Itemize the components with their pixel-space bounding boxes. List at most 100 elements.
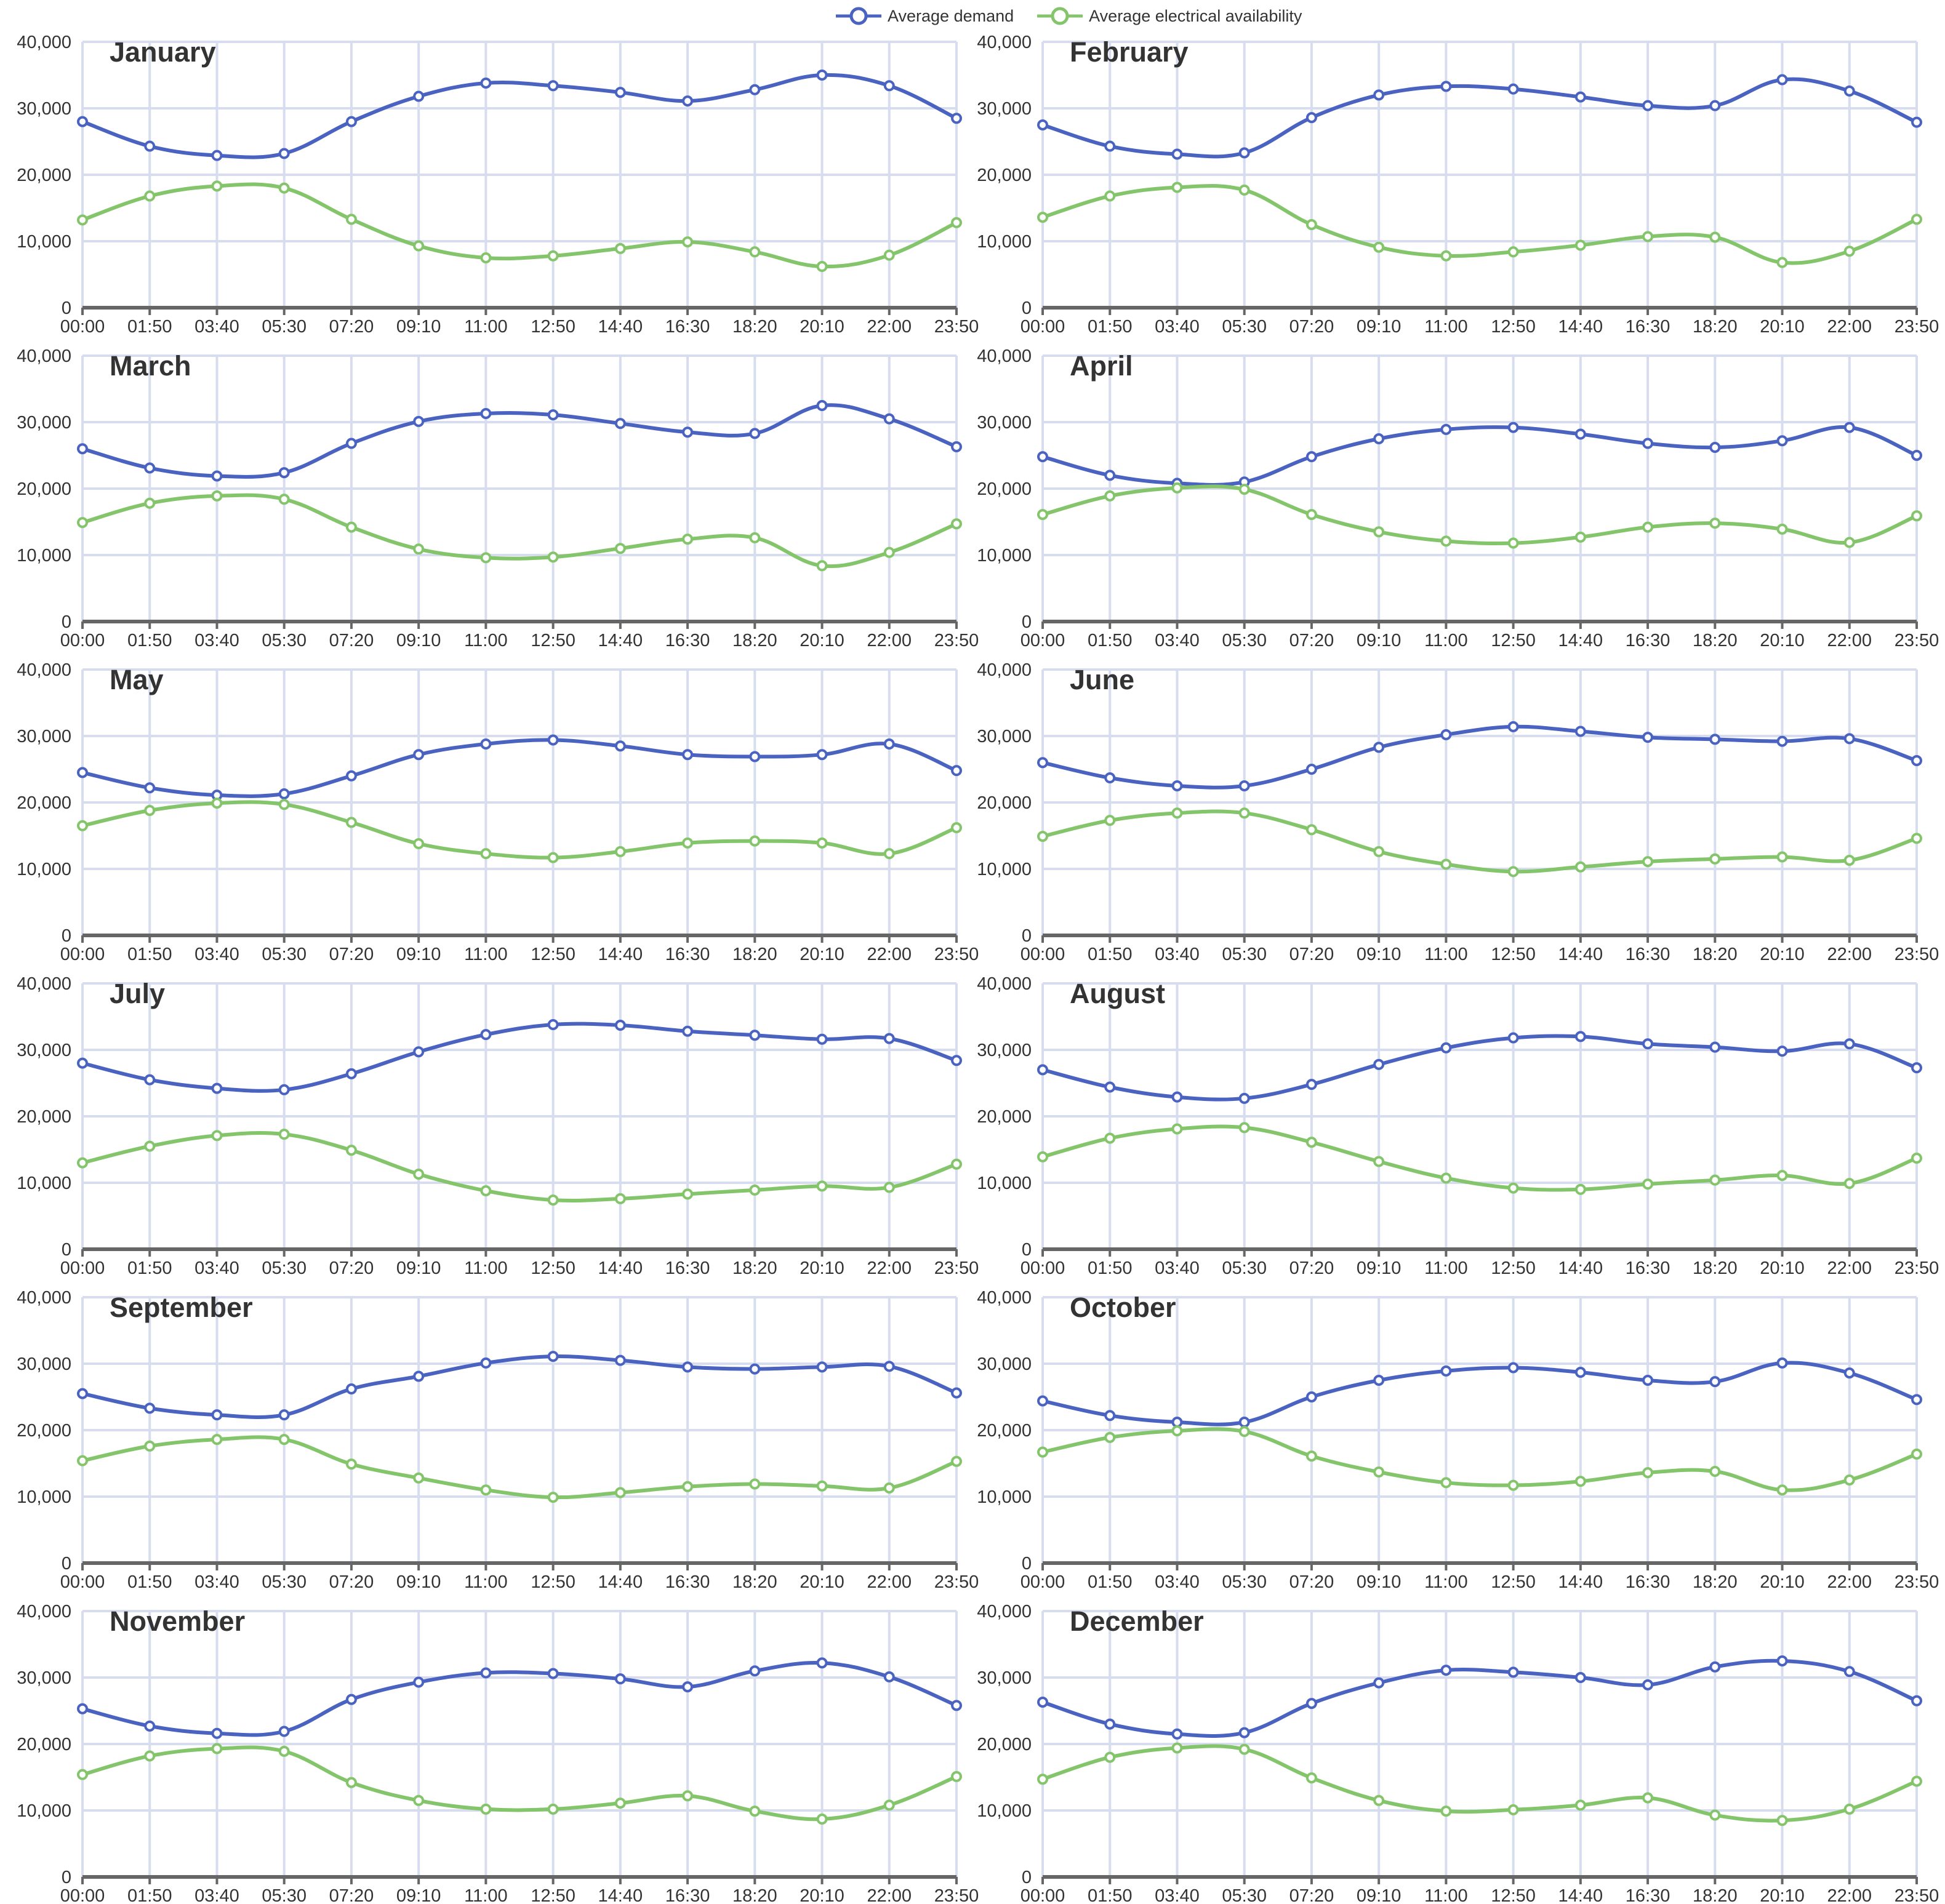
data-point-demand [547, 80, 559, 92]
data-point-availability [1843, 1803, 1855, 1815]
data-point-availability [816, 837, 828, 849]
data-point-availability [1238, 1743, 1250, 1755]
x-tick-label: 07:20 [329, 1886, 374, 1904]
x-tick-label: 07:20 [1289, 1572, 1334, 1592]
data-point-availability [1104, 1132, 1116, 1144]
data-point-availability [1305, 509, 1317, 521]
data-point-availability [883, 1799, 895, 1811]
series-line-demand [81, 403, 958, 479]
chart-december: 0 10,000 20,000 30,000 40,000 00:00 01:50 03:40… [977, 1602, 1939, 1904]
x-tick-label: 01:50 [1088, 945, 1133, 964]
x-tick-label: 09:10 [1357, 1886, 1402, 1904]
data-point-availability [1776, 1170, 1788, 1182]
x-tick-label: 11:00 [464, 1886, 507, 1904]
data-point-demand [1574, 91, 1586, 103]
data-point-availability [1911, 214, 1922, 225]
legend[interactable]: Average demand Average electrical availa… [835, 4, 1324, 28]
data-point-demand [547, 734, 559, 746]
data-point-demand [614, 1020, 626, 1031]
x-tick-label: 14:40 [598, 1258, 643, 1278]
data-point-demand [1709, 100, 1721, 111]
x-tick-label: 11:00 [1424, 1258, 1467, 1278]
chart-november: 0 10,000 20,000 30,000 40,000 00:00 01:50 03:40… [17, 1602, 979, 1904]
data-point-demand [816, 70, 828, 81]
data-point-availability [951, 1455, 962, 1467]
data-point-availability [614, 543, 626, 554]
x-tick-label: 05:30 [262, 945, 307, 964]
data-point-availability [211, 1743, 223, 1754]
data-point-availability [1373, 1156, 1385, 1167]
x-tick-label: 18:20 [1693, 317, 1738, 337]
chart-september: 0 10,000 20,000 30,000 40,000 00:00 01:50 03:40… [17, 1288, 979, 1592]
data-point-availability [77, 820, 88, 831]
x-tick-label: 12:50 [1491, 945, 1536, 964]
y-tick-label: 20,000 [17, 166, 71, 185]
data-point-availability [211, 1434, 223, 1446]
x-tick-label: 05:30 [262, 1258, 307, 1278]
data-point-availability [1574, 861, 1586, 873]
data-point-demand [1507, 1362, 1519, 1374]
x-tick-label: 05:30 [1222, 1572, 1267, 1592]
data-point-demand [547, 1351, 559, 1362]
series-demand [1037, 422, 1922, 489]
x-tick-label: 03:40 [194, 317, 239, 337]
data-point-demand [951, 765, 962, 777]
data-point-availability [1843, 1474, 1855, 1486]
data-point-demand [1373, 742, 1385, 753]
data-point-availability [480, 252, 492, 263]
data-point-demand [883, 80, 895, 92]
data-point-demand [413, 1046, 425, 1058]
x-tick-label: 16:30 [1626, 945, 1670, 964]
x-tick-label: 23:50 [1895, 317, 1939, 337]
x-tick-label: 00:00 [60, 945, 105, 964]
x-tick-label: 09:10 [396, 945, 441, 964]
series-availability [1037, 1742, 1922, 1826]
legend-item-demand[interactable]: Average demand [835, 5, 1014, 27]
x-tick-label: 23:50 [934, 1572, 979, 1592]
data-point-availability [144, 190, 156, 202]
data-point-demand [1238, 147, 1250, 159]
data-point-availability [413, 1794, 425, 1806]
series-line-availability [1041, 809, 1919, 874]
data-point-demand [1440, 81, 1452, 92]
data-point-availability [1171, 1123, 1183, 1135]
y-tick-label: 40,000 [977, 346, 1032, 366]
y-tick-label: 0 [62, 926, 71, 946]
series-line-demand [1041, 77, 1919, 159]
x-tick-label: 00:00 [1021, 1258, 1065, 1278]
data-point-demand [1037, 1696, 1048, 1708]
data-point-demand [144, 782, 156, 794]
x-tick-label: 09:10 [1357, 1258, 1402, 1278]
data-point-demand [1104, 1410, 1116, 1422]
legend-item-availability[interactable]: Average electrical availability [1036, 5, 1302, 27]
x-tick-label: 23:50 [934, 1886, 979, 1904]
x-tick-label: 14:40 [1558, 317, 1603, 337]
x-tick-label: 22:00 [867, 1886, 912, 1904]
data-point-demand [1709, 1376, 1721, 1388]
data-point-demand [1776, 1655, 1788, 1666]
x-tick-label: 03:40 [194, 1886, 239, 1904]
data-point-demand [1642, 100, 1654, 111]
data-point-availability [278, 1745, 290, 1757]
y-tick-label: 30,000 [977, 99, 1032, 119]
y-tick-label: 20,000 [17, 1107, 71, 1127]
x-tick-label: 23:50 [934, 631, 979, 650]
series-availability [1037, 482, 1922, 549]
data-point-demand [883, 1033, 895, 1044]
x-tick-label: 00:00 [1021, 1572, 1065, 1592]
data-point-demand [1171, 780, 1183, 791]
y-tick-label: 10,000 [977, 546, 1032, 566]
data-point-availability [883, 1482, 895, 1494]
series-demand [77, 70, 962, 161]
data-point-demand [211, 1409, 223, 1421]
series-availability [1037, 1425, 1922, 1496]
y-tick-label: 30,000 [17, 1041, 71, 1060]
data-point-demand [749, 84, 761, 95]
x-tick-label: 07:20 [329, 1258, 374, 1278]
data-point-availability [1507, 1182, 1519, 1194]
x-tick-label: 18:20 [732, 1886, 777, 1904]
data-point-availability [1574, 239, 1586, 251]
data-point-demand [1238, 780, 1250, 791]
x-tick-label: 00:00 [60, 631, 105, 650]
data-point-availability [211, 180, 223, 192]
